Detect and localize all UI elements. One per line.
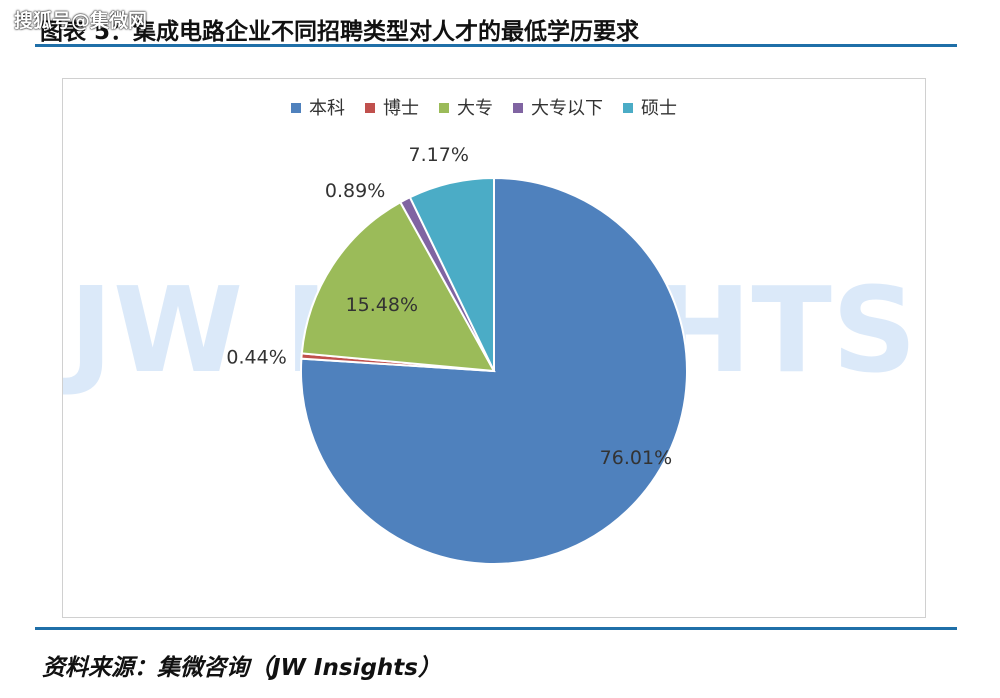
legend-swatch-5 xyxy=(623,103,633,113)
pie-slice-3 xyxy=(300,200,496,373)
legend-label-2: 博士 xyxy=(383,98,419,119)
legend-label-5: 硕士 xyxy=(641,98,677,119)
source-note: 资料来源：集微咨询（JW Insights） xyxy=(42,655,441,681)
legend-swatch-1 xyxy=(291,103,301,113)
data-label-3: 15.48% xyxy=(346,294,418,316)
top-divider xyxy=(35,44,957,47)
chart-title: 图表 5：集成电路企业不同招聘类型对人才的最低学历要求 xyxy=(40,19,640,45)
source-watermark: 搜狐号@集微网 xyxy=(14,10,148,32)
legend-swatch-3 xyxy=(439,103,449,113)
legend-swatch-4 xyxy=(513,103,523,113)
pie-chart: JW INSIGHTS 76.01%0.44%15.48%0.89%7.17% … xyxy=(63,98,917,565)
bottom-divider xyxy=(35,627,957,630)
legend-label-3: 大专 xyxy=(457,98,493,119)
legend-swatch-2 xyxy=(365,103,375,113)
chart-frame: JW INSIGHTS 76.01%0.44%15.48%0.89%7.17% … xyxy=(62,78,926,618)
pie-slice-1 xyxy=(299,176,688,565)
data-label-1: 76.01% xyxy=(600,447,672,469)
data-label-4: 0.89% xyxy=(325,180,385,202)
pie-slice-5 xyxy=(408,176,495,372)
legend-label-1: 本科 xyxy=(309,98,345,119)
data-label-5: 7.17% xyxy=(409,144,469,166)
legend-label-4: 大专以下 xyxy=(531,98,603,119)
data-label-2: 0.44% xyxy=(226,347,286,369)
